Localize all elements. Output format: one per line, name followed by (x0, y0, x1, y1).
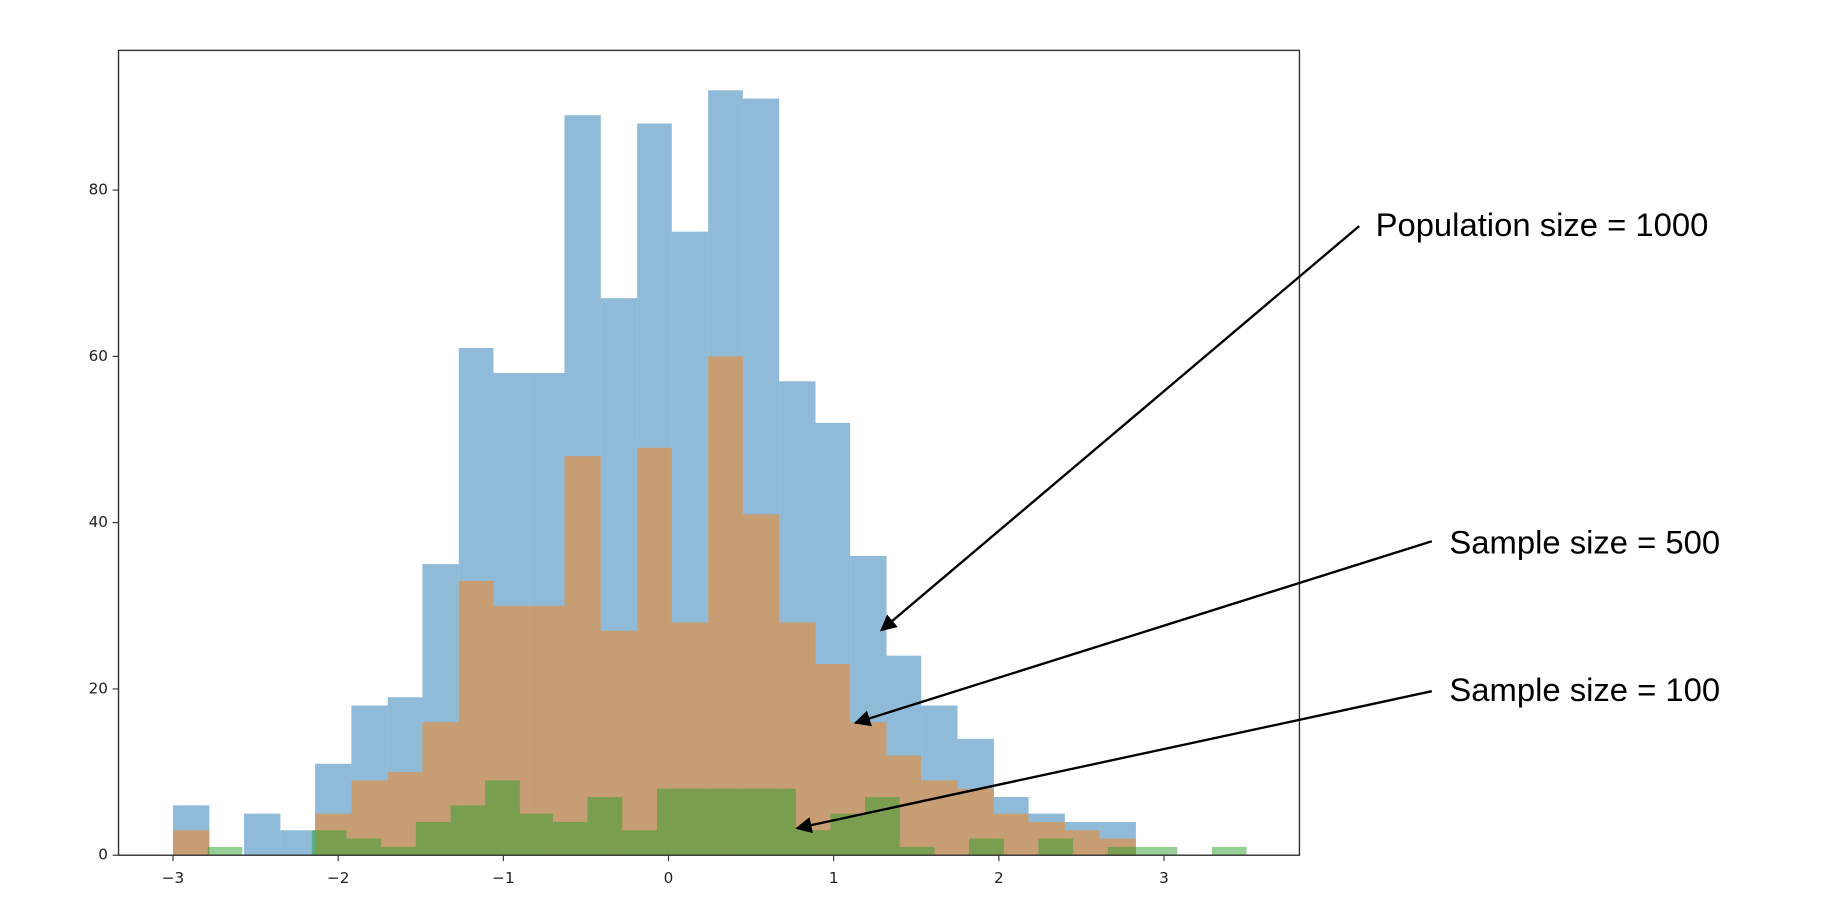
histogram-bar (587, 797, 623, 856)
histogram-bar (311, 830, 347, 856)
annotation: Population size = 1000 (1376, 206, 1709, 243)
x-tick-label: 2 (994, 869, 1004, 887)
histogram-bar (865, 797, 900, 856)
x-tick-label: −1 (492, 869, 514, 887)
histogram-bar (280, 830, 316, 856)
histogram-bar (1142, 846, 1178, 856)
histogram-bar (761, 788, 796, 856)
histogram-bar (552, 821, 588, 856)
histogram-bar (519, 813, 553, 856)
histogram-bar (485, 780, 520, 856)
histogram-bar (691, 788, 727, 856)
histogram-bar (415, 821, 451, 856)
arrow (853, 540, 1433, 727)
x-tick-label: 0 (664, 869, 674, 887)
histogram-bar (207, 846, 243, 856)
histogram-bar (656, 788, 692, 856)
histogram-bar (1107, 846, 1143, 856)
histogram-bar (1038, 838, 1074, 856)
y-tick-label: 40 (89, 513, 108, 531)
annotation: Sample size = 500 (1449, 523, 1720, 560)
histogram-bar (173, 830, 210, 856)
histogram-bar (921, 780, 958, 856)
histogram-bar (622, 830, 657, 856)
bars (173, 90, 1247, 856)
histogram-bar (450, 805, 486, 856)
arrow (795, 690, 1433, 834)
x-tick-label: 1 (829, 869, 839, 887)
arrow (879, 225, 1360, 632)
histogram-bar (244, 813, 281, 856)
histogram-bar (637, 447, 672, 856)
x-tick-label: −2 (327, 869, 349, 887)
histogram-bar (564, 456, 601, 856)
histogram-bar (899, 846, 935, 856)
histogram-bar (346, 838, 382, 856)
histogram-bar (726, 788, 762, 856)
y-tick-label: 80 (89, 181, 108, 199)
histogram-bar (1211, 846, 1247, 856)
annotation: Sample size = 100 (1449, 671, 1720, 708)
histogram-bar (381, 846, 416, 856)
y-tick-label: 0 (98, 846, 108, 864)
x-tick-label: −3 (162, 869, 184, 887)
histogram-bar (795, 830, 831, 856)
x-tick-label: 3 (1159, 869, 1169, 887)
histogram-bar (708, 356, 743, 856)
y-tick-label: 20 (89, 679, 108, 697)
histogram-bar (969, 838, 1004, 856)
y-tick-label: 60 (89, 347, 108, 365)
axes-frame (117, 49, 1301, 856)
